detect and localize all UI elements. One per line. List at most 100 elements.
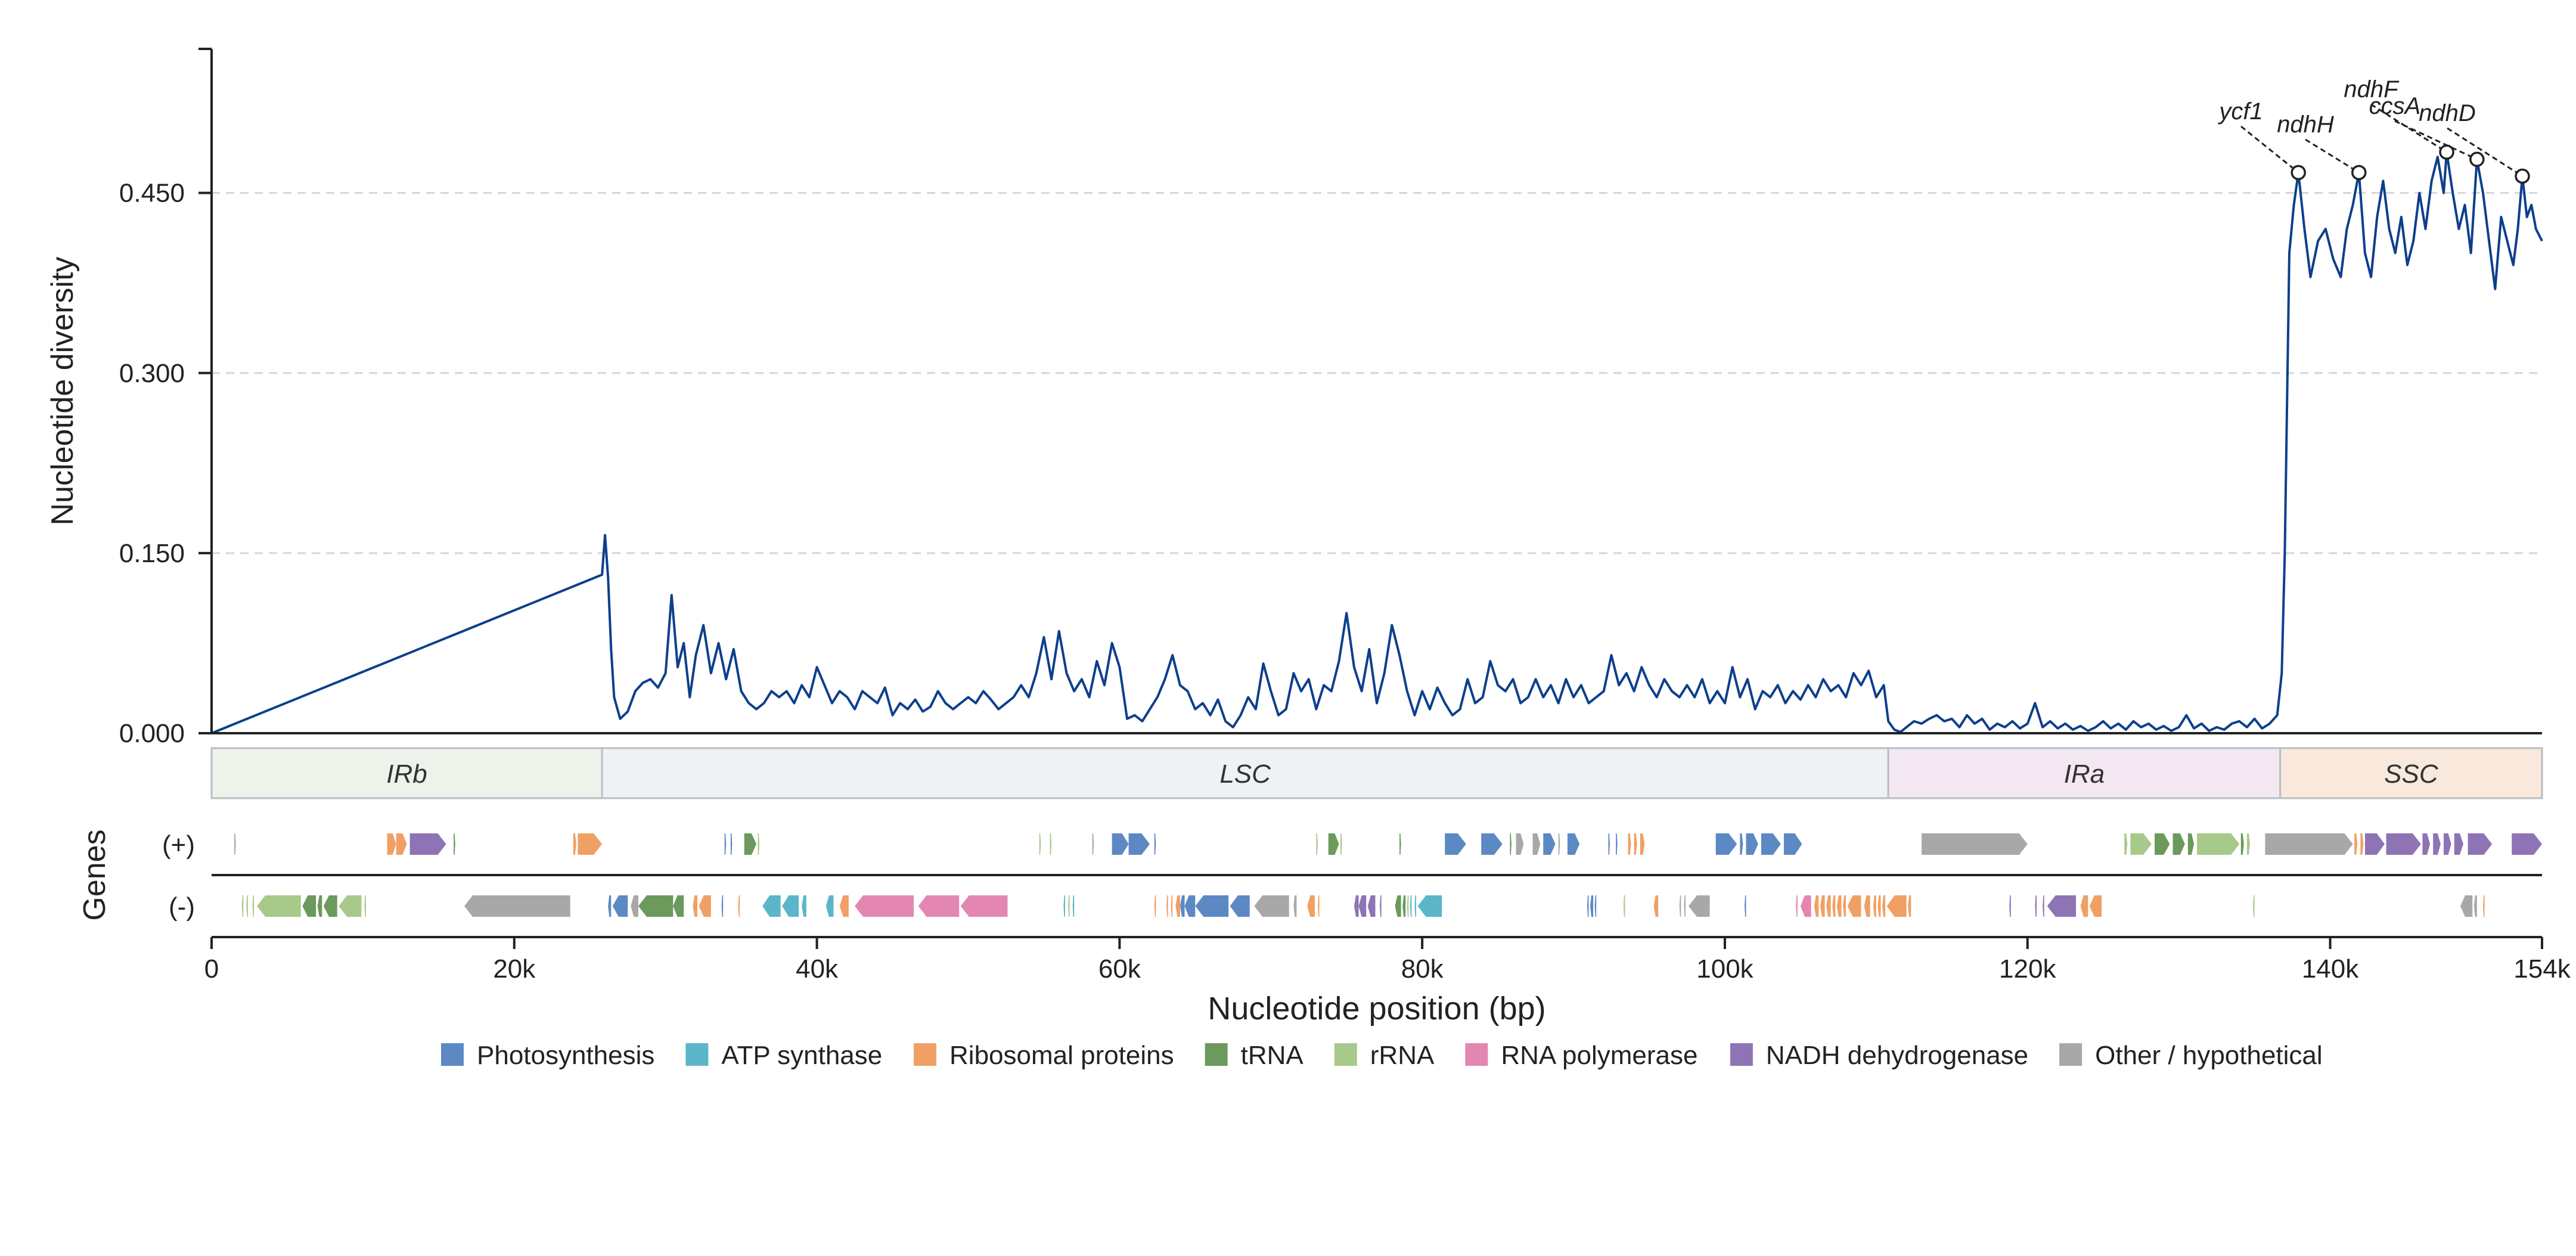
gene-plus <box>2454 833 2463 855</box>
legend-label: rRNA <box>1370 1041 1435 1070</box>
gene-minus <box>960 895 1008 917</box>
annotation-marker <box>2439 144 2454 160</box>
legend-label: Other / hypothetical <box>2095 1041 2323 1070</box>
gene-plus <box>2422 833 2431 855</box>
gene-minus <box>1407 895 1409 917</box>
gene-plus <box>1128 833 1150 855</box>
gene-minus <box>1068 895 1070 917</box>
gene-minus <box>1402 895 1406 917</box>
gene-plus <box>2354 833 2358 855</box>
gene-plus <box>573 833 576 855</box>
gene-plus <box>2468 833 2493 855</box>
annotation-marker <box>2515 168 2530 184</box>
gene-minus <box>638 895 674 917</box>
gene-plus <box>1050 833 1052 855</box>
diversity-line <box>211 151 2543 734</box>
gene-minus <box>1864 895 1870 917</box>
gene-plus <box>1154 833 1156 855</box>
y-axis-label: Nucleotide diversity <box>45 257 80 526</box>
gene-minus <box>2089 895 2102 917</box>
legend-swatch <box>1730 1043 1753 1066</box>
legend-swatch <box>685 1043 709 1066</box>
gene-minus <box>1171 895 1173 917</box>
strand-plus-label: (+) <box>162 830 195 860</box>
gene-minus <box>2482 895 2485 917</box>
annotation-marker <box>2291 165 2306 181</box>
annotation-label: ndhH <box>2277 111 2334 138</box>
gene-plus <box>2443 833 2451 855</box>
gene-minus <box>825 895 834 917</box>
region-lsc <box>601 747 1889 799</box>
gene-minus <box>2473 895 2477 917</box>
legend-label: tRNA <box>1241 1041 1304 1070</box>
gene-plus <box>2124 833 2128 855</box>
gene-minus <box>2253 895 2255 917</box>
gene-minus <box>1166 895 1168 917</box>
gene-plus <box>2240 833 2244 855</box>
annotation-marker <box>2351 165 2367 181</box>
legend-swatch <box>914 1043 937 1066</box>
legend-label: NADH dehydrogenase <box>1766 1041 2028 1070</box>
gene-minus <box>1154 895 1156 917</box>
gene-minus <box>1195 895 1229 917</box>
gene-minus <box>608 895 612 917</box>
gene-minus <box>738 895 740 917</box>
region-label: SSC <box>2384 759 2439 789</box>
annotation-marker <box>2469 151 2485 168</box>
gene-minus <box>1820 895 1825 917</box>
x-tick-label: 100k <box>1696 954 1753 984</box>
gene-plus <box>744 833 757 855</box>
gene-minus <box>1587 895 1589 917</box>
gene-minus <box>1590 895 1594 917</box>
gene-minus <box>464 895 570 917</box>
gene-plus <box>1783 833 1802 855</box>
gene-plus <box>2512 833 2542 855</box>
x-tick-label: 0 <box>204 954 219 984</box>
annotation-label: ycf1 <box>2217 98 2262 125</box>
gene-minus <box>241 895 244 917</box>
region-irb <box>210 747 603 799</box>
gene-minus <box>1908 895 1911 917</box>
gene-minus <box>839 895 849 917</box>
gene-minus <box>1072 895 1075 917</box>
legend-swatch <box>1205 1043 1228 1066</box>
gene-minus <box>257 895 301 917</box>
gene-minus <box>1395 895 1401 917</box>
gene-plus <box>1740 833 1743 855</box>
gene-plus <box>2364 833 2385 855</box>
gene-minus <box>2035 895 2037 917</box>
gene-minus <box>1877 895 1881 917</box>
x-tick-label: 154k <box>2513 954 2571 984</box>
annotation-leader <box>2240 125 2299 173</box>
gene-minus <box>1814 895 1819 917</box>
gene-minus <box>1684 895 1686 917</box>
gene-minus <box>1354 895 1359 917</box>
gene-plus <box>2246 833 2250 855</box>
legend-label: ATP synthase <box>721 1041 882 1070</box>
gene-minus <box>1836 895 1842 917</box>
gene-plus <box>1761 833 1781 855</box>
gene-minus <box>1594 895 1597 917</box>
gene-minus <box>1184 895 1196 917</box>
x-tick-label: 60k <box>1098 954 1141 984</box>
annotation-leader <box>2305 138 2360 173</box>
gene-minus <box>323 895 337 917</box>
annotation-leader <box>2370 103 2447 153</box>
gene-plus <box>1608 833 1610 855</box>
gene-minus <box>2043 895 2044 917</box>
legend-swatch <box>2059 1043 2082 1066</box>
gene-plus <box>1340 833 1342 855</box>
gene-minus <box>1293 895 1297 917</box>
region-label: IRb <box>386 759 427 789</box>
gene-minus <box>1800 895 1811 917</box>
legend-label: RNA polymerase <box>1501 1041 1697 1070</box>
gene-minus <box>1832 895 1836 917</box>
gene-minus <box>1414 895 1417 917</box>
legend-swatch <box>1334 1043 1357 1066</box>
gene-minus <box>2047 895 2076 917</box>
gene-plus <box>1715 833 1737 855</box>
gene-plus <box>578 833 603 855</box>
x-tick-label: 20k <box>493 954 536 984</box>
gene-minus <box>1317 895 1320 917</box>
gene-minus <box>1847 895 1861 917</box>
